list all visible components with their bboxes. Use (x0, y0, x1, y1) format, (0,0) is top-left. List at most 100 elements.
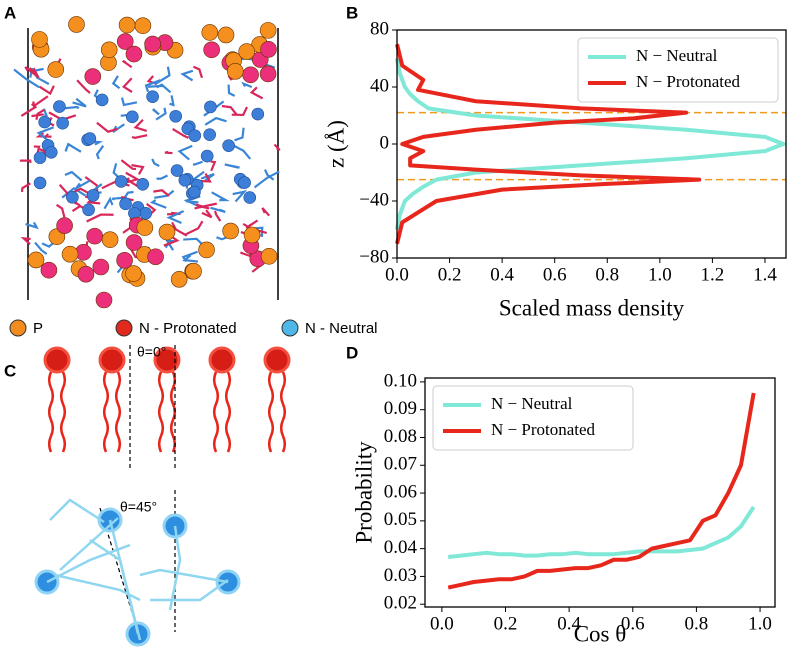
legend-swatch (281, 319, 299, 337)
lipid-tail (139, 568, 229, 584)
series-line (395, 43, 702, 245)
series-line (447, 392, 756, 590)
lipid-tail (182, 254, 199, 263)
lipid-tail (64, 142, 82, 153)
head-bead (185, 262, 202, 280)
lipid-tail (180, 69, 194, 82)
y-tick-label: −40 (359, 189, 389, 210)
legend-label: P (33, 320, 43, 337)
y-tick-label: 0.09 (384, 398, 417, 419)
lipid-tail (167, 211, 181, 216)
x-tick-label: 0.8 (595, 264, 619, 285)
legend-label: N - Neutral (305, 320, 378, 337)
neutral-n-bead (38, 115, 51, 129)
head-bead (77, 265, 95, 283)
head-bead (116, 33, 134, 50)
head-bead (201, 24, 219, 41)
head-bead (116, 252, 133, 269)
lipid-tail (125, 171, 141, 184)
lipid-tail (165, 239, 175, 251)
lipid-tail (210, 160, 217, 172)
legend-box (432, 385, 634, 451)
lipid-tail (20, 103, 38, 117)
lipid-head (43, 346, 71, 374)
y-axis-label: Probability (351, 441, 376, 544)
lipid-tail (245, 219, 259, 229)
lipid-tail (122, 77, 133, 93)
head-bead (84, 68, 102, 85)
neutral-n-bead (200, 149, 214, 163)
head-bead (198, 241, 215, 259)
lipid-tail (273, 143, 281, 151)
neutral-n-bead (222, 139, 235, 152)
lipid-tail (166, 210, 185, 225)
lipid-tail (221, 104, 238, 116)
lipid-tail (64, 170, 83, 182)
head-bead (125, 45, 143, 63)
lipid-tail (25, 221, 39, 230)
y-tick-label: 0 (380, 132, 390, 153)
lipid-tail (164, 150, 173, 155)
neutral-n-bead (83, 132, 97, 145)
lipid-tail (55, 203, 66, 218)
y-tick-label: 0.08 (384, 426, 417, 447)
lipid-tail (224, 371, 232, 453)
lipid-tail (42, 108, 48, 117)
y-tick-label: 80 (370, 18, 389, 39)
head-bead (31, 31, 48, 48)
x-tick-label: 0.8 (685, 613, 709, 634)
angle-label: θ=45° (120, 499, 157, 515)
neutral-n-bead (56, 116, 69, 130)
head-bead (259, 65, 277, 83)
lipid-tail (212, 371, 220, 453)
head-bead (222, 222, 239, 240)
y-tick-label: 0.03 (384, 565, 417, 586)
head-bead (217, 26, 235, 44)
head-bead (125, 234, 143, 251)
lipid-tail (177, 144, 193, 161)
lipid-tail (59, 517, 119, 571)
lipid-tail (28, 67, 40, 79)
legend-label: N − Protonated (636, 72, 741, 91)
lipid-tail (31, 113, 44, 118)
x-axis-label: Cos θ (574, 621, 627, 646)
lipid-head (153, 346, 181, 374)
x-tick-label: 1.4 (753, 264, 777, 285)
y-axis-label: z (Å) (323, 120, 348, 168)
x-tick-label: 1.0 (748, 613, 772, 634)
lipid-tail (102, 371, 110, 453)
lipid-tail (185, 220, 204, 236)
legend-swatch (9, 319, 27, 337)
head-bead (134, 17, 152, 34)
neutral-n-bead (86, 189, 100, 202)
y-tick-label: 0.10 (384, 370, 417, 391)
head-bead (27, 251, 45, 269)
lipid-tail (153, 189, 170, 197)
lipid-tail (49, 498, 105, 524)
y-tick-label: 0.05 (384, 509, 417, 530)
lipid-tail (200, 173, 212, 183)
lipid-tail (211, 191, 230, 202)
neutral-n-bead (188, 129, 202, 142)
neutral-n-bead (139, 206, 153, 220)
neutral-n-bead (203, 128, 216, 141)
lipid-tail (96, 121, 118, 133)
series-line (448, 505, 756, 559)
neutral-n-bead (53, 100, 66, 113)
x-tick-label: 0.6 (543, 264, 567, 285)
neutral-n-bead (136, 177, 150, 191)
lipid-tail (279, 371, 287, 453)
neutral-n-bead (33, 176, 47, 190)
lipid-tail (253, 170, 280, 189)
plot-frame (396, 29, 787, 259)
panel-label: C (4, 361, 16, 380)
head-bead (203, 41, 220, 59)
lipid-tail (103, 196, 114, 210)
x-tick-label: 1.2 (701, 264, 725, 285)
series-line (395, 58, 786, 230)
neutral-n-bead (33, 151, 47, 164)
lipid-tail (59, 371, 67, 453)
lipid-tail (201, 209, 213, 219)
plot-frame (424, 377, 776, 608)
head-bead (61, 245, 79, 263)
